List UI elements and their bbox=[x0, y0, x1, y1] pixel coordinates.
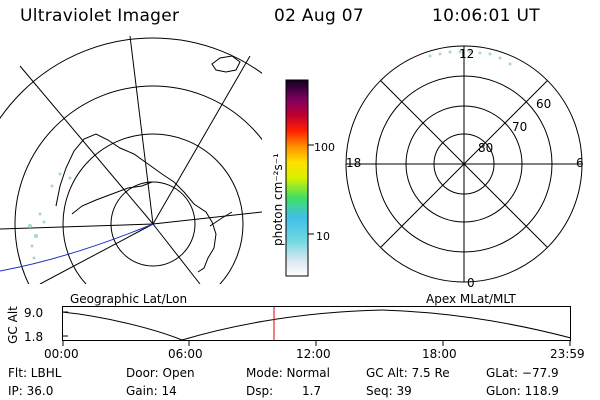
colorbar-tick-100: 100 bbox=[314, 141, 335, 154]
meridian-line bbox=[39, 223, 154, 284]
x-tick-label: 00:00 bbox=[44, 347, 79, 361]
info-door: Door: Open bbox=[126, 366, 195, 380]
info-dsp-label: Dsp: bbox=[246, 384, 274, 398]
geographic-map bbox=[0, 36, 262, 284]
x-tick-label: 23:59 bbox=[550, 347, 585, 361]
colorbar-unit: photon cm⁻²s⁻¹ bbox=[271, 153, 285, 246]
aurora-oval-emission bbox=[428, 50, 512, 66]
altitude-plot-frame bbox=[62, 306, 571, 341]
alt-ytick-1.8: 1.8 bbox=[24, 330, 44, 344]
x-tick-label: 06:00 bbox=[168, 347, 203, 361]
mlt-label-6: 6 bbox=[576, 156, 584, 170]
alt-ytick-9: 9.0 bbox=[24, 306, 44, 320]
instrument-title: Ultraviolet Imager bbox=[20, 6, 180, 26]
altitude-plot bbox=[62, 306, 572, 346]
meridian-line bbox=[129, 36, 154, 225]
altitude-curve bbox=[62, 309, 572, 341]
color-scale-bar: photon cm⁻²s⁻¹ bbox=[271, 79, 314, 277]
info-filter: Flt: LBHL bbox=[8, 366, 62, 380]
info-seq: Seq: 39 bbox=[366, 384, 412, 398]
time-label: 10:06:01 UT bbox=[432, 6, 540, 26]
left-panel-title: Geographic Lat/Lon bbox=[70, 292, 188, 306]
lat-circle bbox=[0, 37, 262, 120]
right-panel-title: Apex MLat/MLT bbox=[426, 292, 516, 306]
meridian-line bbox=[0, 223, 154, 230]
lat-circle bbox=[62, 133, 244, 284]
info-ip: IP: 36.0 bbox=[8, 384, 54, 398]
x-tick-label: 18:00 bbox=[422, 347, 457, 361]
mlat-label-60: 60 bbox=[536, 97, 552, 111]
aurora-emission bbox=[28, 172, 72, 260]
x-tick-label: 12:00 bbox=[296, 347, 331, 361]
mlt-line bbox=[380, 80, 548, 248]
colorbar-tick-10: 10 bbox=[316, 230, 330, 243]
color-gradient bbox=[285, 79, 309, 277]
lat-circle bbox=[14, 85, 262, 284]
meridian-line bbox=[152, 223, 201, 284]
mlt-label-18: 18 bbox=[346, 156, 362, 170]
mlt-label-0: 0 bbox=[467, 276, 475, 290]
date-label: 02 Aug 07 bbox=[274, 6, 364, 26]
alt-ylabel: GC Alt bbox=[5, 306, 20, 344]
mlt-label-12: 12 bbox=[459, 47, 475, 61]
meridian-line bbox=[152, 55, 251, 225]
info-mode: Mode: Normal bbox=[246, 366, 330, 380]
info-glon: GLon: 118.9 bbox=[486, 384, 559, 398]
coastline-island bbox=[211, 55, 241, 73]
meridian-line bbox=[19, 65, 154, 225]
info-glat: GLat: −77.9 bbox=[486, 366, 559, 380]
coastline bbox=[55, 133, 233, 273]
info-dsp-value: 1.7 bbox=[302, 384, 322, 398]
mlat-label-70: 70 bbox=[512, 120, 528, 134]
mlat-label-80: 80 bbox=[478, 141, 494, 155]
meridian-line bbox=[152, 211, 262, 225]
orbit-track bbox=[0, 223, 154, 272]
mlat-mlt-polar-plot bbox=[345, 45, 583, 283]
info-gc-alt: GC Alt: 7.5 Re bbox=[366, 366, 450, 380]
info-gain: Gain: 14 bbox=[126, 384, 177, 398]
lat-circle bbox=[110, 181, 196, 267]
